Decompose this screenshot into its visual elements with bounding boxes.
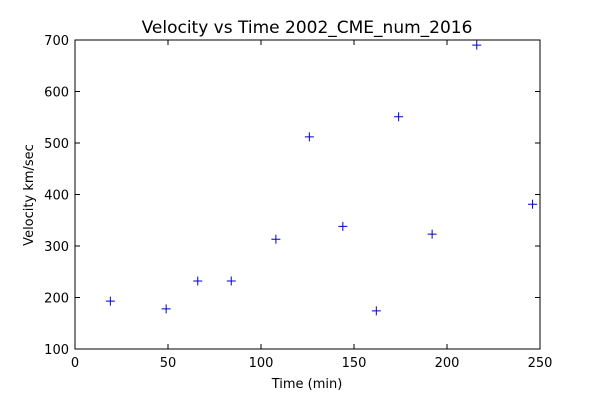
- data-point: [528, 199, 538, 209]
- data-point: [193, 276, 203, 286]
- y-tick-label: 700: [44, 34, 69, 49]
- y-tick-label: 100: [44, 343, 69, 358]
- y-axis-label: Velocity km/sec: [22, 144, 37, 246]
- data-point: [427, 229, 437, 239]
- chart-title: Velocity vs Time 2002_CME_num_2016: [142, 18, 473, 38]
- y-tick-label: 400: [44, 189, 69, 204]
- data-point: [226, 276, 236, 286]
- data-point: [472, 40, 482, 50]
- data-point: [394, 112, 404, 122]
- x-tick-label: 100: [249, 356, 274, 371]
- x-tick-label: 0: [71, 356, 79, 371]
- x-tick-label: 50: [160, 356, 177, 371]
- plot-area: 0 50 100 150 200 250 100 200 300 400 500 600 700: [44, 34, 552, 371]
- x-tick-label: 250: [528, 356, 553, 371]
- y-tick-label: 200: [44, 292, 69, 307]
- data-point: [105, 296, 115, 306]
- x-axis-label: Time (min): [271, 377, 343, 392]
- data-point: [161, 304, 171, 314]
- data-point: [338, 221, 348, 231]
- data-point: [271, 234, 281, 244]
- x-tick-label: 150: [342, 356, 367, 371]
- y-tick-label: 300: [44, 240, 69, 255]
- data-point: [304, 132, 314, 142]
- data-point: [371, 306, 381, 316]
- x-tick-label: 200: [435, 356, 460, 371]
- y-tick-label: 500: [44, 137, 69, 152]
- y-tick-label: 600: [44, 86, 69, 101]
- plot-frame: [74, 39, 541, 350]
